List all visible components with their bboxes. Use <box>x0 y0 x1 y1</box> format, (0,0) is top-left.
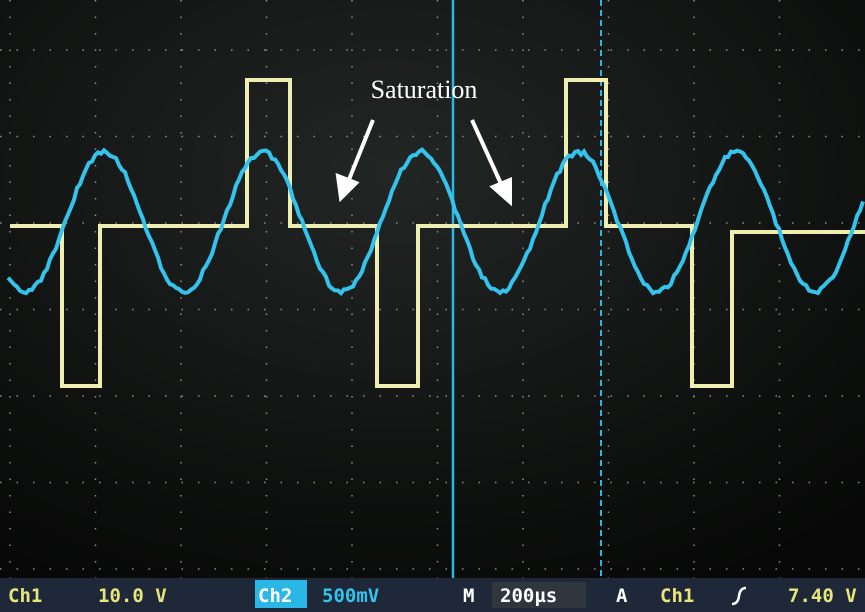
timebase: 200µs <box>500 585 557 607</box>
trigger-level: 7.40 V <box>788 585 857 607</box>
ch2-scale: 500mV <box>322 585 379 607</box>
ch1-label: Ch1 <box>8 585 42 607</box>
ch1-scale: 10.0 V <box>98 585 167 607</box>
annotation: Saturation <box>371 75 478 104</box>
timebase-label: M <box>463 585 474 607</box>
trigger-mode: A <box>616 585 628 607</box>
ch2-label: Ch2 <box>258 585 292 607</box>
trigger-source: Ch1 <box>660 585 694 607</box>
